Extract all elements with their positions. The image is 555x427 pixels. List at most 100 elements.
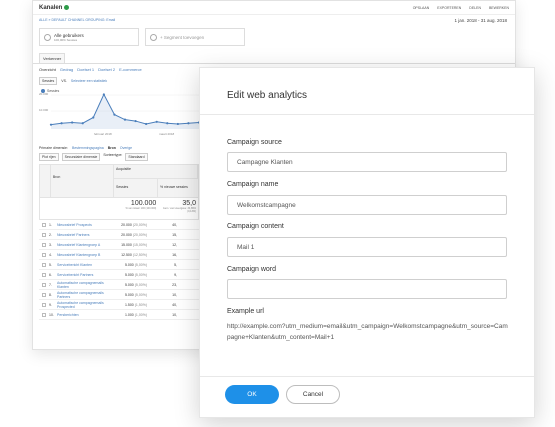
- row-number: 7.: [49, 282, 52, 287]
- edit-web-analytics-dialog: Edit web analytics Campaign source Campa…: [199, 67, 535, 418]
- primary-dimension-label: Primaire dimensie:: [39, 146, 68, 150]
- subtab-goalset-1[interactable]: Doelset 1: [77, 67, 95, 72]
- primary-dimension-row: Primaire dimensie: Bestemmingspagina Bro…: [39, 146, 132, 150]
- row-checkbox[interactable]: [42, 242, 46, 247]
- data-point[interactable]: [123, 118, 127, 121]
- data-point[interactable]: [155, 120, 158, 123]
- campaign-word-input[interactable]: [227, 279, 507, 299]
- report-actions: OPSLAAN EXPORTEREN DELEN BEWERKEN: [413, 6, 509, 10]
- col-source: Bron: [51, 165, 114, 197]
- row-sessions-value: 15.000: [121, 242, 132, 247]
- chart-svg: 20.000 10.000 februari 2018 maart 2018: [39, 92, 201, 136]
- cancel-button[interactable]: Cancel: [286, 385, 340, 404]
- row-source-link[interactable]: Nieuwsbrief Klantengroep B: [57, 252, 101, 257]
- table-controls: Plot rijen Secundaire dimensie Sorteerty…: [39, 153, 148, 161]
- table-row: 4. Nieuwsbrief Klantengroep B 12.500 (12,5…: [39, 250, 199, 260]
- subtab-goalset-2[interactable]: Doelset 2: [98, 67, 116, 72]
- dimension-other[interactable]: Overige: [119, 146, 133, 150]
- data-point[interactable]: [176, 122, 179, 126]
- data-point[interactable]: [60, 122, 63, 125]
- campaign-source-label: Campaign source: [227, 139, 282, 146]
- col-sessions[interactable]: Sessies: [114, 179, 158, 197]
- data-point[interactable]: [134, 119, 137, 123]
- row-number: 8.: [49, 292, 52, 297]
- campaign-content-label: Campaign content: [227, 223, 284, 230]
- row-sessions: 20.000 (20,00%): [113, 233, 147, 237]
- row-sessions-value: 5.000: [124, 292, 134, 297]
- subtab-overview[interactable]: Overzicht: [39, 67, 56, 72]
- row-checkbox[interactable]: [42, 222, 46, 227]
- sessions-chart: 20.000 10.000 februari 2018 maart 2018: [39, 91, 201, 136]
- data-point[interactable]: [92, 116, 95, 119]
- edit-button[interactable]: BEWERKEN: [488, 5, 509, 10]
- table-row: 3. Nieuwsbrief Klantengroep A 15.000 (15,0…: [39, 240, 199, 250]
- row-checkbox[interactable]: [42, 232, 46, 237]
- row-checkbox[interactable]: [42, 272, 46, 277]
- data-point[interactable]: [166, 122, 169, 125]
- row-sessions-value: 12.500: [121, 252, 132, 257]
- table-row: 2. Nieuwsbrief Partners 20.000 (20,00%) 15,: [39, 230, 199, 240]
- row-source-link[interactable]: Nieuwsbrief Prospects: [57, 222, 92, 227]
- chart-legend: Sessies: [33, 87, 515, 95]
- totals-new: 35,0 Gem. voor weergave: 34,89% (0,13%): [158, 198, 198, 219]
- row-source-link[interactable]: Nieuwsbrief Klantengroep A: [57, 242, 101, 247]
- row-source-link[interactable]: Automatische campagnemails Partners: [57, 290, 104, 299]
- tab-explorer[interactable]: Verkenner: [39, 53, 66, 63]
- data-point[interactable]: [102, 93, 105, 96]
- header-divider: [200, 114, 534, 115]
- subtab-ecommerce[interactable]: E-commerce: [119, 67, 142, 72]
- sort-type-select[interactable]: Standaard: [125, 153, 148, 161]
- row-sessions-value: 5.000: [124, 272, 134, 277]
- subtab-behaviour[interactable]: Gedrag: [59, 67, 74, 72]
- row-source-link[interactable]: Servicebericht Partners: [57, 272, 94, 277]
- row-checkbox[interactable]: [42, 252, 46, 257]
- table-row: 1. Nieuwsbrief Prospects 20.000 (20,00%) 40…: [39, 220, 199, 230]
- row-checkbox[interactable]: [42, 312, 46, 317]
- row-source-link[interactable]: Automatische campagnemails Prospected: [57, 300, 104, 309]
- export-button[interactable]: EXPORTEREN: [437, 5, 462, 10]
- row-checkbox[interactable]: [42, 262, 46, 267]
- campaign-source-input[interactable]: [227, 152, 507, 172]
- campaign-name-input[interactable]: [227, 195, 507, 215]
- data-point[interactable]: [113, 113, 116, 116]
- data-point[interactable]: [81, 122, 84, 125]
- row-sessions: 20.000 (20,00%): [113, 223, 147, 227]
- metric-select[interactable]: Sessies: [39, 77, 58, 85]
- data-point[interactable]: [71, 121, 74, 124]
- y-tick-label: 20.000: [39, 92, 49, 96]
- ok-button[interactable]: OK: [225, 385, 279, 404]
- dimension-landing-page[interactable]: Bestemmingspagina: [71, 146, 104, 150]
- select-metric-link[interactable]: Selecteer een statistiek: [70, 79, 108, 83]
- secondary-dimension-select[interactable]: Secundaire dimensie: [61, 153, 101, 161]
- row-new-sessions: 23,: [172, 282, 177, 287]
- segment-all-users[interactable]: Alle gebruikers 100,00% Sessies: [39, 28, 139, 46]
- row-checkbox[interactable]: [42, 292, 46, 297]
- plot-rows-button[interactable]: Plot rijen: [39, 153, 59, 161]
- add-segment-button[interactable]: + Segment toevoegen: [145, 28, 245, 46]
- acquisition-subcols: Sessies % nieuwe sessies: [114, 179, 198, 197]
- campaign-content-input[interactable]: [227, 237, 507, 257]
- row-checkbox[interactable]: [42, 282, 46, 287]
- row-source-link[interactable]: Servicebericht Klanten: [57, 262, 93, 267]
- row-new-sessions: 40,: [172, 222, 177, 227]
- segment-circle-icon: [150, 33, 157, 41]
- dialog-title: Edit web analytics: [227, 90, 308, 101]
- row-source-link[interactable]: Persberichten: [57, 312, 79, 317]
- row-source-link[interactable]: Automatische campagnemails Klanten: [57, 280, 104, 289]
- data-point[interactable]: [187, 122, 190, 125]
- save-button[interactable]: OPSLAAN: [412, 5, 430, 10]
- col-new-sessions[interactable]: % nieuwe sessies: [160, 185, 188, 189]
- data-point[interactable]: [49, 123, 53, 126]
- row-new-sessions: 40,: [172, 302, 177, 307]
- campaign-word-label: Campaign word: [227, 266, 277, 273]
- date-range[interactable]: 1 jan. 2018 - 31 aug. 2018: [454, 18, 507, 23]
- share-button[interactable]: DELEN: [469, 5, 481, 10]
- row-sessions-value: 5.000: [124, 282, 134, 287]
- row-checkbox[interactable]: [42, 302, 46, 307]
- row-source-link[interactable]: Nieuwsbrief Partners: [57, 232, 90, 237]
- row-sessions-pct: (1,50%): [134, 302, 147, 307]
- y-tick-label: 10.000: [39, 108, 49, 112]
- data-point[interactable]: [145, 122, 148, 126]
- breadcrumb[interactable]: ALLE » DEFAULT CHANNEL GROUPING: Email: [39, 18, 116, 22]
- dimension-source[interactable]: Bron: [107, 146, 116, 150]
